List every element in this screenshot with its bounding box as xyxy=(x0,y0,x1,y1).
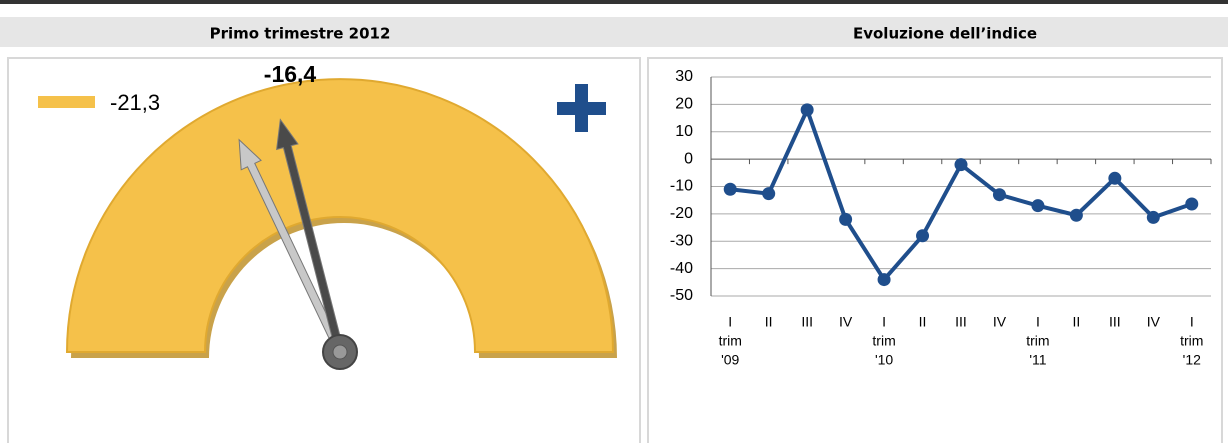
x-tick-label: I xyxy=(1036,314,1040,330)
dashboard: Primo trimestre 2012 Evoluzione dell’ind… xyxy=(0,0,1228,443)
needle-hub-inner xyxy=(333,345,347,359)
y-tick-label: 20 xyxy=(675,96,693,113)
x-tick-label: IV xyxy=(993,314,1007,330)
value-label: -16,4 xyxy=(264,61,317,87)
top-border xyxy=(0,0,1228,4)
y-tick-label: 30 xyxy=(675,68,693,85)
panel-title: Primo trimestre 2012 xyxy=(210,25,391,43)
series-point xyxy=(1108,172,1121,185)
series-point xyxy=(1031,199,1044,212)
x-tick-label: II xyxy=(765,314,773,330)
series-point xyxy=(801,103,814,116)
y-tick-label: -10 xyxy=(670,178,693,195)
x-tick-label: trim xyxy=(872,333,895,349)
x-tick-label: '10 xyxy=(875,352,893,368)
y-tick-label: -30 xyxy=(670,232,693,249)
panel-title: Evoluzione dell’indice xyxy=(853,25,1037,43)
series-point xyxy=(955,158,968,171)
y-tick-label: 10 xyxy=(675,123,693,140)
legend-swatch xyxy=(38,96,95,108)
y-tick-label: -50 xyxy=(670,287,693,304)
x-tick-label: I xyxy=(1190,314,1194,330)
x-tick-label: II xyxy=(1072,314,1080,330)
header-bar xyxy=(0,17,1228,47)
series-point xyxy=(724,183,737,196)
series-point xyxy=(878,273,891,286)
line-panel xyxy=(648,58,1222,443)
x-tick-label: trim xyxy=(1180,333,1203,349)
x-tick-label: II xyxy=(919,314,927,330)
legend-label: -21,3 xyxy=(110,90,160,115)
x-tick-label: trim xyxy=(719,333,742,349)
x-tick-label: '12 xyxy=(1183,352,1201,368)
x-tick-label: '11 xyxy=(1029,352,1046,368)
y-tick-label: 0 xyxy=(684,150,693,167)
series-point xyxy=(993,188,1006,201)
series-point xyxy=(839,213,852,226)
x-tick-label: '09 xyxy=(721,352,739,368)
y-tick-label: -20 xyxy=(670,205,693,222)
x-tick-label: III xyxy=(955,314,967,330)
series-point xyxy=(1070,209,1083,222)
x-tick-label: I xyxy=(728,314,732,330)
series-point xyxy=(1185,198,1198,211)
y-tick-label: -40 xyxy=(670,260,693,277)
x-tick-label: trim xyxy=(1026,333,1049,349)
series-point xyxy=(1147,211,1160,224)
x-tick-label: IV xyxy=(839,314,853,330)
x-tick-label: III xyxy=(801,314,813,330)
x-tick-label: I xyxy=(882,314,886,330)
series-point xyxy=(916,229,929,242)
x-tick-label: III xyxy=(1109,314,1121,330)
x-tick-label: IV xyxy=(1147,314,1161,330)
series-point xyxy=(762,187,775,200)
